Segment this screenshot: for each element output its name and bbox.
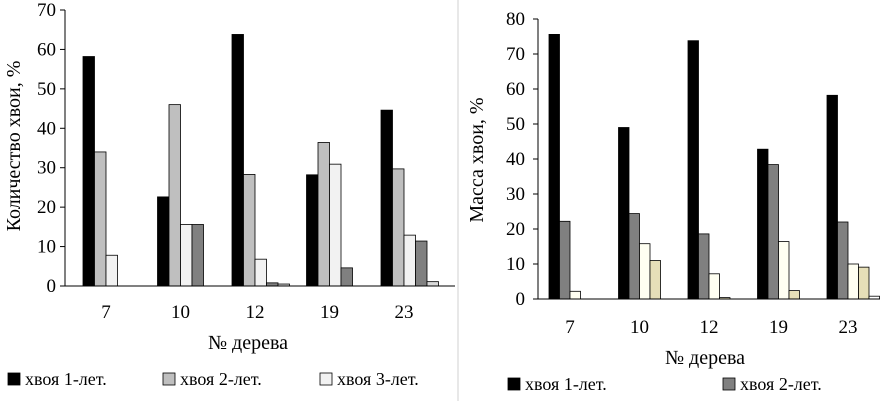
x-tick-label: 12 bbox=[246, 302, 265, 323]
bar bbox=[639, 243, 651, 300]
y-tick-label: 30 bbox=[37, 158, 56, 179]
left-chart-y-axis-title: Количество хвои, % bbox=[3, 61, 25, 232]
left-chart-x-axis-title: № дерева bbox=[208, 332, 288, 354]
left-chart-bars bbox=[82, 34, 439, 287]
bar bbox=[548, 34, 560, 300]
bar bbox=[157, 196, 170, 287]
bar bbox=[392, 168, 405, 287]
bar bbox=[708, 273, 720, 300]
bar bbox=[826, 94, 838, 300]
y-tick-label: 50 bbox=[37, 79, 56, 100]
bar bbox=[778, 241, 790, 300]
bar bbox=[767, 164, 779, 300]
bar bbox=[757, 148, 769, 300]
bar bbox=[306, 174, 319, 287]
legend-label: хвоя 3-лет. bbox=[337, 369, 419, 389]
x-tick-label: 19 bbox=[769, 317, 788, 338]
right-chart-y-axis-title: Масса хвои, % bbox=[466, 97, 488, 222]
x-tick-label: 12 bbox=[700, 317, 719, 338]
bar bbox=[415, 240, 428, 287]
bar bbox=[105, 254, 118, 287]
bar bbox=[559, 220, 571, 300]
bar bbox=[191, 224, 204, 287]
bar bbox=[698, 233, 710, 300]
x-tick-label: 7 bbox=[101, 302, 111, 323]
y-tick-label: 40 bbox=[37, 118, 56, 139]
bar bbox=[180, 224, 193, 287]
legend-swatch bbox=[7, 372, 21, 386]
bar bbox=[329, 163, 342, 287]
y-tick-label: 30 bbox=[506, 184, 525, 205]
y-tick-label: 70 bbox=[37, 0, 56, 21]
bar bbox=[837, 221, 849, 300]
bar bbox=[847, 263, 859, 300]
x-tick-label: 10 bbox=[630, 317, 649, 338]
bar bbox=[618, 127, 630, 300]
x-tick-label: 10 bbox=[171, 302, 190, 323]
legend-label: хвоя 2-лет. bbox=[740, 374, 822, 394]
right-chart-legend: хвоя 1-лет. хвоя 2-лет. bbox=[507, 374, 822, 394]
legend-swatch bbox=[162, 372, 176, 386]
bar bbox=[426, 281, 439, 287]
right-chart-x-axis-title: № дерева bbox=[665, 347, 745, 369]
bar bbox=[243, 174, 256, 287]
legend-label: хвоя 1-лет. bbox=[25, 369, 107, 389]
bar bbox=[628, 213, 640, 300]
legend-label: хвоя 2-лет. bbox=[180, 369, 262, 389]
left-chart-y-ticks: 0 10 20 30 40 50 60 70 bbox=[37, 0, 65, 297]
bar bbox=[858, 266, 870, 300]
bar bbox=[380, 109, 393, 287]
x-tick-label: 7 bbox=[565, 317, 575, 338]
legend-swatch bbox=[722, 377, 736, 391]
left-chart-legend: хвоя 1-лет. хвоя 2-лет. хвоя 3-лет. bbox=[7, 369, 419, 389]
bar bbox=[687, 40, 699, 300]
legend-swatch bbox=[507, 377, 521, 391]
right-chart: 0 10 20 30 40 50 60 70 80 7 10 12 19 23 № дерева Мас… bbox=[466, 9, 880, 394]
right-chart-y-ticks: 0 10 20 30 40 50 60 70 80 bbox=[506, 9, 538, 310]
legend-swatch bbox=[319, 372, 333, 386]
right-chart-bars bbox=[548, 34, 880, 300]
y-tick-label: 10 bbox=[37, 237, 56, 258]
y-tick-label: 20 bbox=[37, 197, 56, 218]
bar bbox=[649, 260, 661, 300]
y-tick-label: 0 bbox=[47, 276, 57, 297]
bar bbox=[168, 104, 181, 287]
y-tick-label: 70 bbox=[506, 44, 525, 65]
bar bbox=[231, 34, 244, 287]
y-tick-label: 20 bbox=[506, 219, 525, 240]
bar bbox=[94, 151, 107, 287]
bar bbox=[340, 267, 353, 287]
y-tick-label: 50 bbox=[506, 114, 525, 135]
x-tick-label: 23 bbox=[839, 317, 858, 338]
bar bbox=[788, 290, 800, 300]
y-tick-label: 0 bbox=[516, 289, 526, 310]
bar bbox=[317, 142, 330, 287]
bar bbox=[82, 56, 95, 287]
left-chart: 0 10 20 30 40 50 60 70 7 10 12 19 23 № дерева Колич… bbox=[3, 0, 459, 401]
x-tick-label: 19 bbox=[320, 302, 339, 323]
y-tick-label: 60 bbox=[37, 39, 56, 60]
y-tick-label: 80 bbox=[506, 9, 525, 30]
bar bbox=[569, 290, 581, 300]
bar bbox=[403, 234, 416, 287]
left-chart-x-ticks: 7 10 12 19 23 bbox=[101, 302, 413, 323]
y-tick-label: 60 bbox=[506, 79, 525, 100]
legend-label: хвоя 1-лет. bbox=[525, 374, 607, 394]
left-chart-axes bbox=[64, 10, 455, 287]
x-tick-label: 23 bbox=[395, 302, 414, 323]
bar bbox=[254, 258, 267, 287]
y-tick-label: 40 bbox=[506, 149, 525, 170]
y-tick-label: 10 bbox=[506, 254, 525, 275]
right-chart-x-ticks: 7 10 12 19 23 bbox=[565, 317, 857, 338]
